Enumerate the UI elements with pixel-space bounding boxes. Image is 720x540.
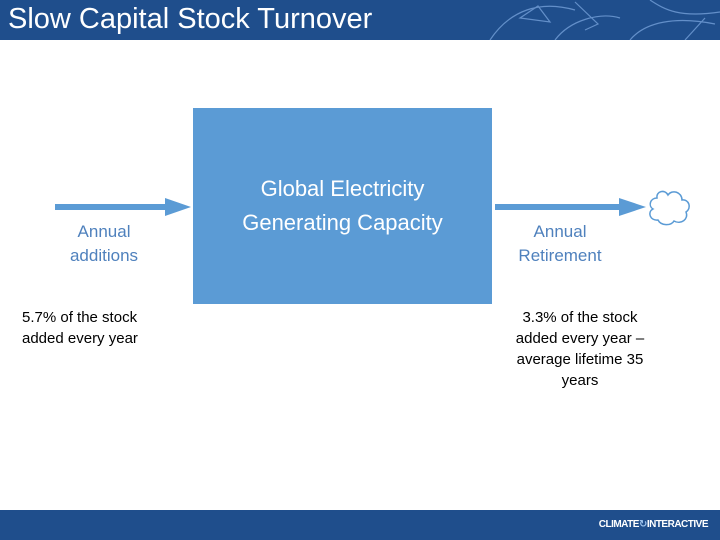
title-bar: Slow Capital Stock Turnover xyxy=(0,0,720,40)
slide-title: Slow Capital Stock Turnover xyxy=(8,3,373,35)
footer-bar: CLIMATE↻INTERACTIVE xyxy=(0,510,720,540)
cloud-icon xyxy=(649,190,690,226)
outflow-label-line2: Retirement xyxy=(518,246,602,265)
title-swirl-decoration xyxy=(489,0,720,40)
brand-part2: INTERACTIVE xyxy=(646,519,709,530)
brand-part1: CLIMATE xyxy=(598,519,640,530)
outflow-note-line4: years xyxy=(561,372,599,389)
outflow-note-line2: added every year – xyxy=(515,330,645,347)
inflow-note-line1: 5.7% of the stock xyxy=(22,309,138,326)
inflow-label-line1: Annual xyxy=(77,222,131,241)
outflow-arrow xyxy=(495,198,646,216)
inflow-arrow xyxy=(55,198,191,216)
inflow-note: 5.7% of the stock added every year xyxy=(22,307,192,349)
outflow-label: Annual Retirement xyxy=(495,220,625,268)
stock-label-line2: Generating Capacity xyxy=(242,210,443,235)
inflow-label-line2: additions xyxy=(69,246,139,265)
inflow-label: Annual additions xyxy=(48,220,160,268)
stock-label: Global Electricity Generating Capacity xyxy=(193,172,492,240)
stock-box xyxy=(193,108,492,304)
outflow-note-line1: 3.3% of the stock xyxy=(522,309,638,326)
climate-interactive-logo: CLIMATE↻INTERACTIVE xyxy=(598,519,709,531)
brand-swirl-icon: ↻ xyxy=(638,519,647,530)
inflow-note-line2: added every year xyxy=(22,330,138,347)
outflow-note-line3: average lifetime 35 xyxy=(516,351,644,368)
outflow-label-line1: Annual xyxy=(533,222,587,241)
stock-label-line1: Global Electricity xyxy=(260,176,425,201)
outflow-note: 3.3% of the stock added every year – ave… xyxy=(490,307,670,391)
